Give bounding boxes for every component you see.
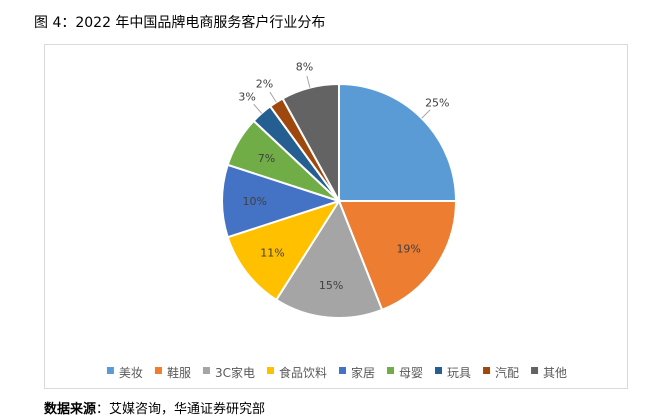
pie-chart: 25% 19% 15% 11% 10% 7% 3%2% 8% 美妆 鞋服 3C家电 食品饮料 家居 母婴… [106,60,567,380]
legend-swatch [387,367,395,374]
legend-item-item-7: 汽配 [483,365,519,380]
slice-label-item-1: 19% [396,242,420,255]
leader-line-6 [253,103,263,114]
slice-label-item-7: 2% [256,78,273,91]
source-text: ：艾媒咨询，华通证券研究部 [96,402,266,417]
legend-label: 家居 [351,365,375,380]
chart-frame: 25% 19% 15% 11% 10% 7% 3% 2% 8% 美妆 鞋服 3C家电 食品饮料 家居 母婴… [44,44,628,389]
legend-swatch [483,367,491,374]
legend-label: 鞋服 [167,365,191,380]
legend-item-item-5: 母婴 [387,366,423,380]
leader-line-8 [306,75,311,88]
legend-label: 美妆 [119,366,143,380]
slice-label-item-5: 7% [258,152,275,165]
leader-line-0 [421,109,431,119]
legend-swatch [154,367,162,374]
slice-label-item-0: 25% [425,97,449,110]
legend: 美妆 鞋服 3C家电 食品饮料 家居 母婴 玩具 汽配 其他 [106,365,567,380]
legend-item-item-3: 食品饮料 [266,365,327,380]
source-label: 数据来源 [44,402,97,417]
figure-title: 图 4：2022 年中国品牌电商服务客户行业分布 [34,15,326,31]
pie-slice-item-3 [226,199,342,302]
legend-label: 汽配 [495,365,519,380]
slice-label-item-6: 3% [238,91,255,104]
legend-swatch [266,367,274,374]
slice-label-item-4: 10% [243,195,267,208]
pie-slice-item-0 [338,82,458,202]
legend-item-item-4: 家居 [338,365,375,380]
source-line: 数据来源：艾媒咨询，华通证券研究部 [44,398,265,417]
legend-label: 3C家电 [215,365,255,380]
legend-item-item-8: 其他 [531,366,567,380]
slice-labels: 25% 19% 15% 11% 10% 7% 3%2% 8% [238,60,449,292]
legend-swatch [338,367,346,374]
legend-swatch [435,367,443,374]
pie-slices [221,82,458,319]
legend-label: 母婴 [399,366,423,380]
legend-item-3c-2: 3C家电 [202,365,255,380]
legend-item-item-0: 美妆 [106,366,143,380]
legend-label: 食品饮料 [279,365,327,380]
legend-swatch [531,367,539,374]
legend-item-item-1: 鞋服 [154,365,191,380]
pie-slice-item-4 [221,163,343,239]
legend-item-item-6: 玩具 [435,366,471,380]
slice-label-item-3: 11% [260,247,284,260]
pie-slice-item-1 [337,200,458,312]
leader-line-7 [269,91,277,103]
legend-swatch [106,367,114,374]
pie-slice-3c-2 [274,198,384,319]
slice-label-3c-2: 15% [319,279,343,292]
pie-slice-item-8 [281,82,340,202]
legend-swatch [202,367,210,374]
legend-label: 其他 [543,366,567,380]
leader-lines [253,75,431,119]
legend-label: 玩具 [447,366,471,380]
slice-label-item-8: 8% [296,60,313,73]
